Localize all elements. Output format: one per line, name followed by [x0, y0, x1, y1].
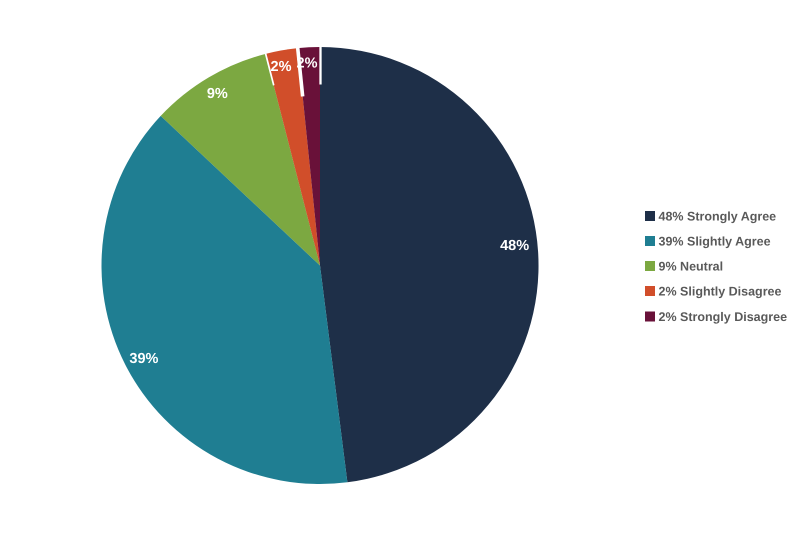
svg-text:2%: 2% — [271, 59, 292, 75]
svg-text:2%: 2% — [297, 56, 318, 72]
svg-text:9%: 9% — [207, 86, 228, 102]
svg-text:39%: 39% — [129, 351, 158, 367]
svg-text:48%: 48% — [500, 238, 529, 254]
svg-text:9% Neutral: 9% Neutral — [659, 260, 724, 274]
svg-text:48% Strongly Agree: 48% Strongly Agree — [659, 210, 777, 224]
svg-text:39% Slightly Agree: 39% Slightly Agree — [659, 235, 771, 249]
svg-text:2% Strongly Disagree: 2% Strongly Disagree — [659, 310, 788, 324]
svg-text:2% Slightly Disagree: 2% Slightly Disagree — [659, 285, 782, 299]
